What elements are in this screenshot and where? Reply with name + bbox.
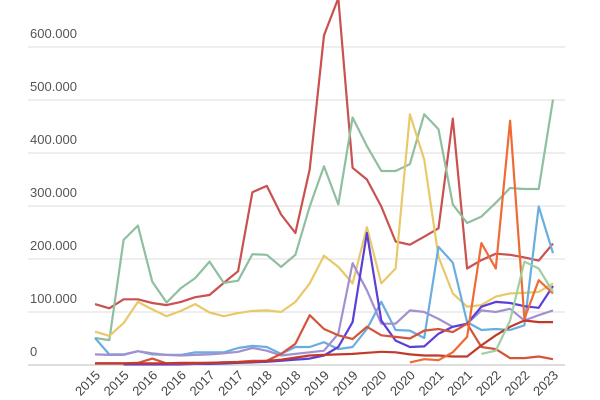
x-tick-label: 2019 xyxy=(330,368,361,399)
x-tick-label: 2021 xyxy=(416,368,447,399)
y-tick-label: 200.000 xyxy=(30,238,77,253)
series-line-3 xyxy=(94,113,554,337)
x-tick-label: 2016 xyxy=(158,368,189,399)
series-lines xyxy=(94,0,555,366)
y-tick-label: 600.000 xyxy=(30,26,77,41)
x-tick-label: 2020 xyxy=(358,368,389,399)
x-tick-label: 2022 xyxy=(473,368,504,399)
x-tick-label: 2021 xyxy=(444,368,475,399)
x-tick-label: 2016 xyxy=(129,368,160,399)
x-tick-label: 2015 xyxy=(72,368,103,399)
y-tick-label: 400.000 xyxy=(30,132,77,147)
series-line-4 xyxy=(94,205,555,356)
series-line-8 xyxy=(95,319,553,365)
x-tick-label: 2017 xyxy=(215,368,246,399)
x-tick-label: 2017 xyxy=(187,368,218,399)
x-tick-label: 2019 xyxy=(301,368,332,399)
series-line-10 xyxy=(481,260,554,355)
series-line-5 xyxy=(94,262,554,357)
x-tick-label: 2018 xyxy=(272,368,303,399)
y-tick-label: 100.000 xyxy=(30,291,77,306)
x-tick-label: 2023 xyxy=(530,368,561,399)
x-axis-ticks: 2015201520162016201720172018201820192019… xyxy=(72,368,561,399)
x-tick-label: 2022 xyxy=(501,368,532,399)
x-tick-label: 2020 xyxy=(387,368,418,399)
y-tick-label: 500.000 xyxy=(30,79,77,94)
y-axis-ticks: 0 100.000 200.000 300.000 400.000 500.000 600.… xyxy=(30,26,77,359)
gridlines xyxy=(28,46,565,366)
y-tick-label: 300.000 xyxy=(30,185,77,200)
series-line-2 xyxy=(94,99,555,342)
y-tick-label: 0 xyxy=(30,344,37,359)
series-line-1 xyxy=(94,0,554,310)
x-tick-label: 2018 xyxy=(244,368,275,399)
series-line-9 xyxy=(409,119,554,364)
x-tick-label: 2015 xyxy=(101,368,132,399)
